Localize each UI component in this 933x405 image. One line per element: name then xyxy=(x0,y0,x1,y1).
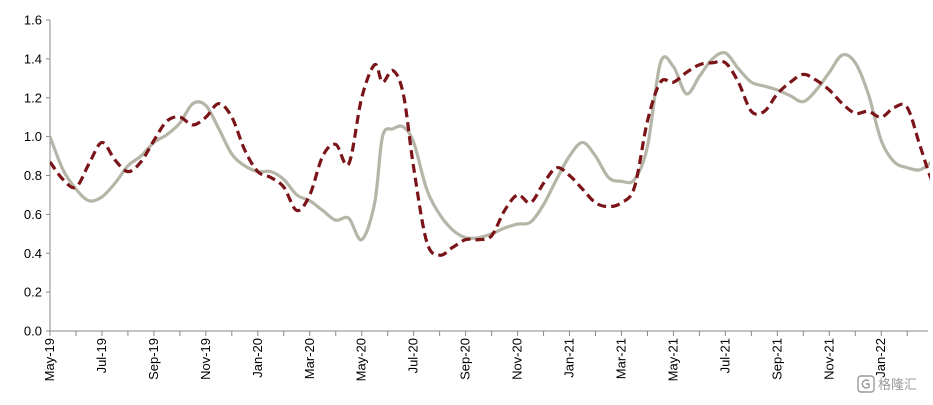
x-tick-label: Nov-21 xyxy=(821,338,836,380)
y-tick-label: 1.4 xyxy=(24,51,42,66)
x-tick-label: Sep-20 xyxy=(458,338,473,380)
y-tick-label: 0.2 xyxy=(24,285,42,300)
y-tick-label: 0.8 xyxy=(24,168,42,183)
watermark-logo-icon xyxy=(857,375,875,393)
x-tick-label: Nov-20 xyxy=(510,338,525,380)
x-tick-label: May-21 xyxy=(665,338,680,381)
x-tick-label: Mar-21 xyxy=(613,338,628,379)
y-tick-label: 0.6 xyxy=(24,207,42,222)
watermark-logo-mark xyxy=(861,379,870,389)
watermark-text: 格隆汇 xyxy=(878,377,917,393)
x-tick-label: Jan-21 xyxy=(562,338,577,378)
x-tick-label: May-19 xyxy=(42,338,57,381)
x-tick-label: Jul-19 xyxy=(94,338,109,373)
y-tick-label: 0.4 xyxy=(24,246,42,261)
x-axis: May-19 Jul-19 Sep-19 Nov-19 Jan-20 Mar-20 May-… xyxy=(42,330,928,381)
x-tick-label: Jul-21 xyxy=(717,338,732,373)
y-axis: 0.0 0.2 0.4 0.6 0.8 1.0 1.2 1.4 1.6 xyxy=(24,13,51,339)
watermark: 格隆汇 xyxy=(857,375,917,393)
y-tick-label: 1.2 xyxy=(24,90,42,105)
series-line-dashed xyxy=(50,59,930,257)
x-tick-label: Sep-19 xyxy=(146,338,161,380)
x-tick-label: Jul-20 xyxy=(406,338,421,373)
series-layer xyxy=(50,51,930,257)
y-tick-label: 1.6 xyxy=(24,13,42,28)
y-tick-label: 1.0 xyxy=(24,129,42,144)
y-tick-label: 0.0 xyxy=(24,324,42,339)
x-tick-label: May-20 xyxy=(354,338,369,381)
x-tick-label: Jan-22 xyxy=(873,338,888,378)
x-tick-label: Nov-19 xyxy=(198,338,213,380)
x-tick-label: Mar-20 xyxy=(302,338,317,379)
x-tick-label: Sep-21 xyxy=(769,338,784,380)
x-tick-label: Jan-20 xyxy=(250,338,265,378)
series-line-solid xyxy=(50,51,930,242)
